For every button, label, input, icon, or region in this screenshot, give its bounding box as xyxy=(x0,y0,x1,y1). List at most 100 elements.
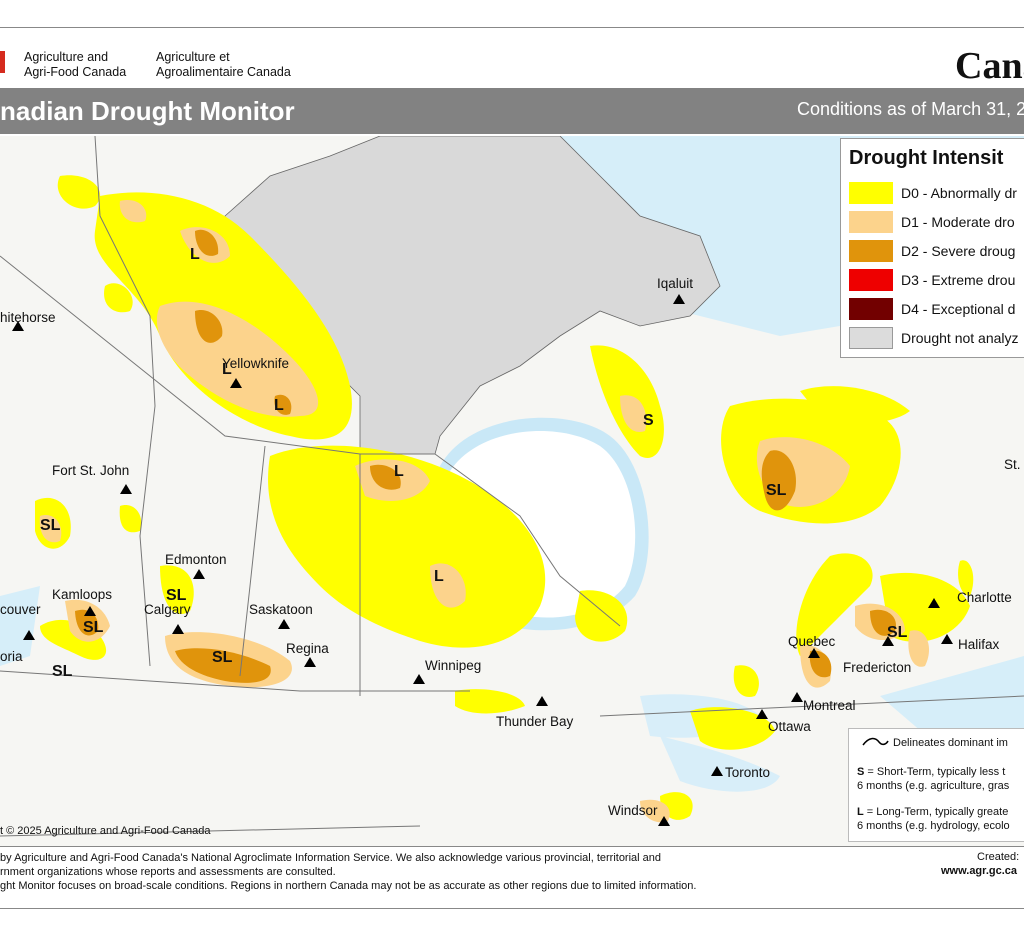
footer-line3: ght Monitor focuses on broad-scale condi… xyxy=(0,880,697,892)
org-en-line2: Agri-Food Canada xyxy=(24,65,127,79)
city-label: oria xyxy=(0,649,23,664)
canada-flag-icon xyxy=(0,51,5,73)
impact-code: SL xyxy=(52,663,73,680)
city-label: Charlotte xyxy=(957,590,1012,605)
city-label: Yellowknife xyxy=(222,356,289,371)
short-term-text1: = Short-Term, typically less t xyxy=(864,766,1006,778)
legend-swatch xyxy=(849,327,893,349)
city-label: Calgary xyxy=(144,602,191,617)
impact-code: SL xyxy=(212,649,233,666)
legend-item-d2: D2 - Severe droug xyxy=(849,240,1024,262)
short-term-note: S = Short-Term, typically less t 6 month… xyxy=(857,765,1009,793)
long-term-note: L = Long-Term, typically greate 6 months… xyxy=(857,805,1010,833)
impact-code: S xyxy=(643,412,654,429)
footer-rule-bottom xyxy=(0,908,1024,909)
city-marker xyxy=(278,619,290,629)
city-label: St. xyxy=(1004,457,1021,472)
city-marker xyxy=(673,294,685,304)
impact-code: SL xyxy=(887,624,908,641)
city-label: Edmonton xyxy=(165,552,227,567)
long-term-code: L xyxy=(857,806,864,818)
city-markers xyxy=(12,294,953,826)
legend-item-d1: D1 - Moderate dro xyxy=(849,211,1024,233)
city-label: Thunder Bay xyxy=(496,714,574,729)
city-marker xyxy=(791,692,803,702)
legend-label: D1 - Moderate dro xyxy=(901,214,1015,230)
org-fr-line1: Agriculture et xyxy=(156,50,230,64)
impact-code: L xyxy=(274,397,284,414)
city-marker xyxy=(882,636,894,646)
legend-swatch xyxy=(849,240,893,262)
short-term-text2: 6 months (e.g. agriculture, gras xyxy=(857,780,1010,792)
long-term-text2: 6 months (e.g. hydrology, ecolo xyxy=(857,820,1010,832)
city-marker xyxy=(756,709,768,719)
impact-code: SL xyxy=(83,619,104,636)
legend-item-d3: D3 - Extreme drou xyxy=(849,269,1024,291)
legend-swatch xyxy=(849,211,893,233)
city-label: hitehorse xyxy=(0,310,56,325)
city-marker xyxy=(23,630,35,640)
copyright: t © 2025 Agriculture and Agri-Food Canad… xyxy=(0,825,211,837)
city-label: Saskatoon xyxy=(249,602,313,617)
legend-swatch xyxy=(849,269,893,291)
city-marker xyxy=(120,484,132,494)
city-label: Ottawa xyxy=(768,719,811,734)
legend-swatch xyxy=(849,182,893,204)
legend: Drought Intensit D0 - Abnormally dr D1 -… xyxy=(840,138,1024,358)
conditions-date: Conditions as of March 31, 2 xyxy=(797,99,1024,119)
city-marker xyxy=(711,766,723,776)
legend-label: Drought not analyz xyxy=(901,330,1019,346)
legend-item-d0: D0 - Abnormally dr xyxy=(849,182,1024,204)
page-title: nadian Drought Monitor xyxy=(0,96,295,126)
website-link[interactable]: www.agr.gc.ca xyxy=(941,865,1018,877)
legend-item-not-analyzed: Drought not analyz xyxy=(849,327,1024,349)
city-label: Winnipeg xyxy=(425,658,481,673)
footer-line2: rnment organizations whose reports and a… xyxy=(0,866,336,878)
footer-line1: by Agriculture and Agri-Food Canada's Na… xyxy=(0,852,662,864)
legend-swatch xyxy=(849,298,893,320)
city-marker xyxy=(172,624,184,634)
city-label: Windsor xyxy=(608,803,658,818)
legend-label: D2 - Severe droug xyxy=(901,243,1016,259)
long-term-text1: = Long-Term, typically greate xyxy=(863,806,1009,818)
impact-code: L xyxy=(190,246,200,263)
city-marker xyxy=(413,674,425,684)
city-label: Quebec xyxy=(788,634,836,649)
impact-code: L xyxy=(434,568,444,585)
legend-label: D3 - Extreme drou xyxy=(901,272,1016,288)
city-label: Toronto xyxy=(725,765,770,780)
impact-code: SL xyxy=(40,517,61,534)
city-marker xyxy=(12,321,24,331)
line-description: Delineates dominant im xyxy=(893,737,1008,749)
canada-wordmark: Cana xyxy=(955,45,1024,87)
city-marker xyxy=(941,634,953,644)
top-rule xyxy=(0,27,1024,28)
legend-label: D4 - Exceptional d xyxy=(901,301,1016,317)
title-bar xyxy=(0,88,1024,134)
boundaries xyxy=(0,136,1024,837)
city-marker xyxy=(84,606,96,616)
footer-rule xyxy=(0,846,1024,847)
impact-code: SL xyxy=(166,587,187,604)
city-marker xyxy=(193,569,205,579)
city-marker xyxy=(536,696,548,706)
city-marker xyxy=(658,816,670,826)
impact-code: L xyxy=(222,361,232,378)
city-label: Kamloops xyxy=(52,587,112,602)
city-label: couver xyxy=(0,602,41,617)
org-en-line1: Agriculture and xyxy=(24,50,109,64)
city-marker xyxy=(928,598,940,608)
d2-areas xyxy=(75,229,896,683)
org-name-fr: Agriculture et Agroalimentaire Canada xyxy=(156,50,291,80)
city-label: Montreal xyxy=(803,698,856,713)
city-marker xyxy=(230,378,242,388)
legend-item-d4: D4 - Exceptional d xyxy=(849,298,1024,320)
impact-code: L xyxy=(394,463,404,480)
city-marker xyxy=(304,657,316,667)
short-term-code: S xyxy=(857,766,865,778)
org-name-en: Agriculture and Agri-Food Canada xyxy=(24,50,126,80)
legend-title: Drought Intensit xyxy=(849,147,1004,169)
created-label: Created: xyxy=(977,851,1020,863)
legend-label: D0 - Abnormally dr xyxy=(901,185,1017,201)
boundary-line-icon xyxy=(862,737,889,746)
